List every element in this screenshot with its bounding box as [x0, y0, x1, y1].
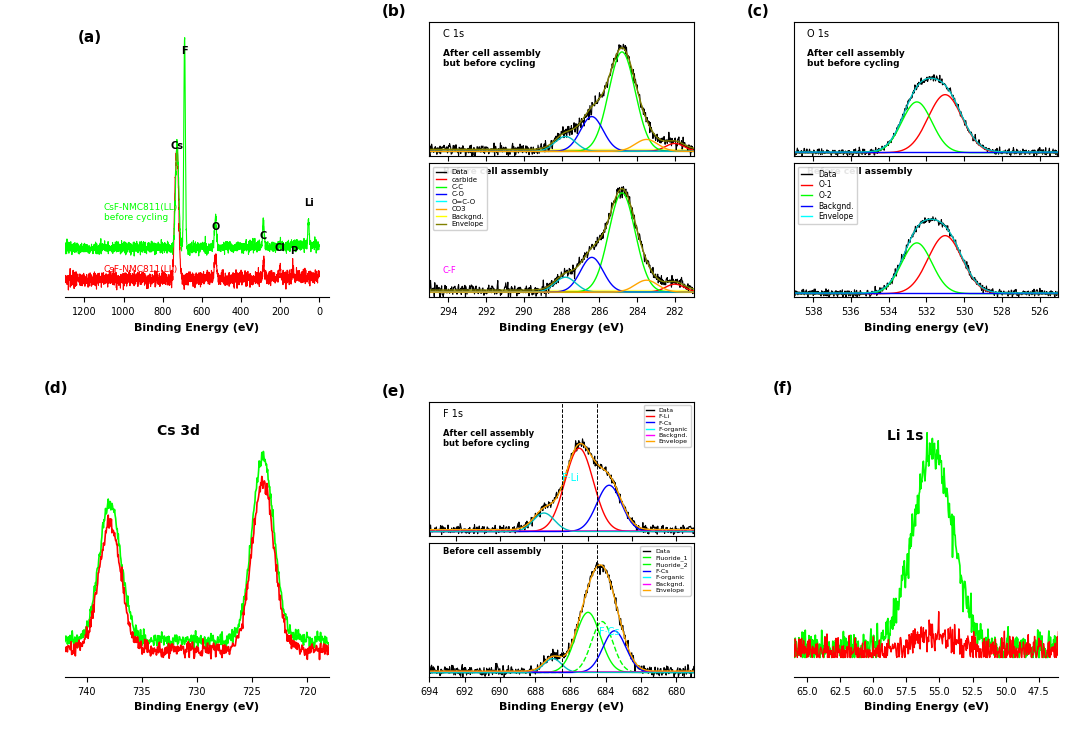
Text: Before cell assembly: Before cell assembly — [443, 167, 549, 176]
Text: CsF-NMC811(LL)
before cycling: CsF-NMC811(LL) before cycling — [104, 203, 178, 222]
Text: After cell assembly
but before cycling: After cell assembly but before cycling — [808, 49, 905, 68]
X-axis label: Binding Energy (eV): Binding Energy (eV) — [499, 702, 624, 712]
Text: F·Li: F·Li — [562, 473, 579, 483]
Text: F: F — [181, 46, 188, 56]
Text: Cl: Cl — [274, 244, 285, 253]
X-axis label: Binding Energy (eV): Binding Energy (eV) — [864, 702, 989, 712]
Text: Li 1s: Li 1s — [887, 429, 923, 443]
Text: F 1s: F 1s — [443, 408, 462, 419]
Text: After cell assembly
but before cycling: After cell assembly but before cycling — [443, 49, 540, 68]
X-axis label: Binding Energy (eV): Binding Energy (eV) — [134, 322, 259, 333]
Text: Cs: Cs — [171, 141, 184, 151]
Text: C-F: C-F — [443, 266, 457, 275]
Text: (e): (e) — [382, 384, 406, 399]
Text: CsF-NMC811(LL): CsF-NMC811(LL) — [104, 264, 178, 274]
Text: P: P — [289, 246, 297, 255]
Text: C: C — [260, 231, 267, 241]
Text: F·Cs: F·Cs — [599, 628, 620, 637]
X-axis label: Binding energy (eV): Binding energy (eV) — [864, 322, 989, 333]
Text: Cs 3d: Cs 3d — [158, 424, 200, 438]
Legend: Data, O-1, O-2, Backgnd., Envelope: Data, O-1, O-2, Backgnd., Envelope — [798, 167, 858, 224]
Text: (c): (c) — [746, 4, 769, 19]
Legend: Data, Fluoride_1, Fluoride_2, F-Cs, F-organic, Backgnd., Envelope: Data, Fluoride_1, Fluoride_2, F-Cs, F-or… — [640, 546, 690, 595]
Text: (f): (f) — [773, 381, 794, 397]
X-axis label: Binding Energy (eV): Binding Energy (eV) — [134, 702, 259, 712]
Text: (b): (b) — [382, 4, 406, 19]
Text: Before cell assembly: Before cell assembly — [808, 167, 913, 176]
Text: After cell assembly
but before cycling: After cell assembly but before cycling — [443, 429, 534, 448]
Text: Li: Li — [303, 197, 313, 208]
Text: (d): (d) — [43, 381, 68, 397]
Legend: Data, carbide, C-C, C-O, O=C-O, CO3, Backgnd., Envelope: Data, carbide, C-C, C-O, O=C-O, CO3, Bac… — [433, 166, 487, 230]
Text: (a): (a) — [78, 30, 103, 46]
X-axis label: Binding Energy (eV): Binding Energy (eV) — [499, 322, 624, 333]
Text: O 1s: O 1s — [808, 29, 829, 39]
Legend: Data, F-Li, F-Cs, F-organic, Backgnd., Envelope: Data, F-Li, F-Cs, F-organic, Backgnd., E… — [644, 405, 690, 447]
Text: C 1s: C 1s — [443, 29, 463, 39]
Text: Before cell assembly: Before cell assembly — [443, 547, 541, 556]
Text: O: O — [212, 222, 219, 233]
